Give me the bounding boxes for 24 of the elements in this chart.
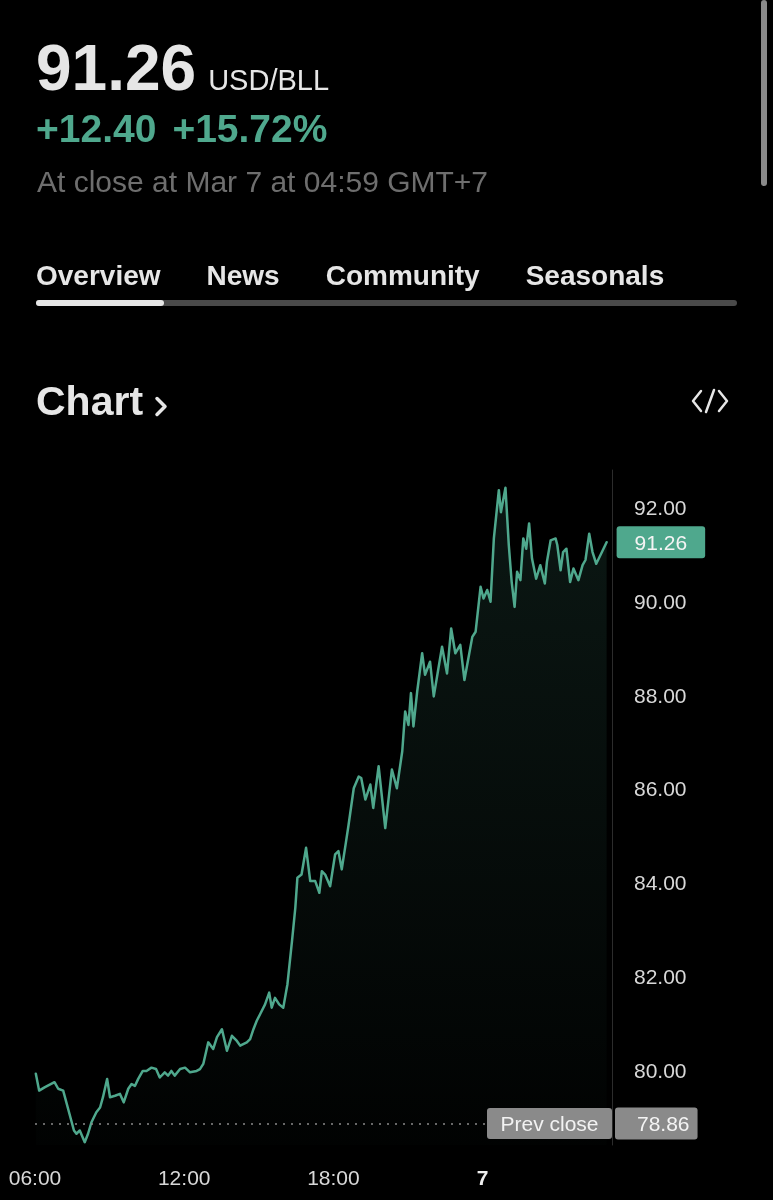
annotation: 91.26 <box>634 530 688 554</box>
chart-title: 91.26 <box>36 32 197 104</box>
y-tick-label: 86.00 <box>634 777 687 801</box>
y-tick-label: 88.00 <box>634 683 687 707</box>
text: +15.72% <box>172 107 328 150</box>
y-tick-label: 92.00 <box>634 496 687 519</box>
x-tick-label: 7 <box>476 1166 489 1189</box>
text: Community <box>325 260 480 291</box>
x-tick-label: 06:00 <box>8 1166 62 1189</box>
y-tick-label: 90.00 <box>634 589 687 613</box>
text: +12.40 <box>36 107 157 150</box>
text: News <box>206 260 280 291</box>
text: Seasonals <box>525 260 665 291</box>
y-tick-label: 82.00 <box>634 964 687 988</box>
text: At close at Mar 7 at 04:59 GMT+7 <box>37 165 489 198</box>
text: Overview <box>36 260 161 291</box>
ref-line-label: Prev close <box>500 1111 599 1135</box>
chart-subtitle: USD/BLL <box>208 64 330 96</box>
annotation: 78.86 <box>637 1111 690 1135</box>
x-tick-label: 18:00 <box>307 1166 360 1189</box>
y-tick-label: 84.00 <box>634 871 687 894</box>
x-tick-label: 12:00 <box>157 1166 211 1189</box>
text: Chart <box>36 378 144 424</box>
y-tick-label: 80.00 <box>634 1058 687 1082</box>
